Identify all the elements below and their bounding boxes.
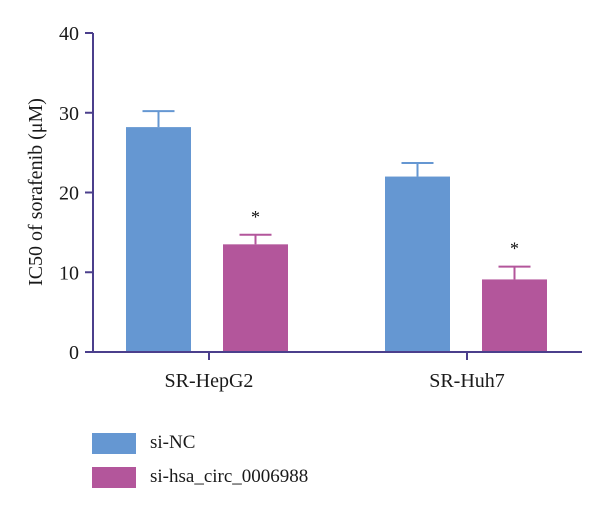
bar (385, 176, 450, 352)
y-tick-label: 30 (59, 103, 79, 125)
bar (482, 279, 547, 352)
legend: si-NC si-hsa_circ_0006988 (92, 426, 308, 494)
y-tick-label: 0 (69, 342, 79, 364)
y-tick-label: 40 (59, 23, 79, 45)
y-tick-label: 10 (59, 262, 79, 284)
legend-label-si-hsa-circ: si-hsa_circ_0006988 (150, 466, 309, 487)
y-tick-label: 20 (59, 183, 79, 205)
legend-swatch-si-hsa-circ (92, 466, 136, 488)
x-tick-label: SR-HepG2 (165, 370, 254, 392)
bar (126, 127, 191, 352)
legend-item-si-nc: si-NC (92, 426, 308, 460)
y-axis-label: IC50 of sorafenib (μM) (25, 98, 47, 286)
significance-mark: * (510, 239, 519, 259)
legend-label-si-nc: si-NC (150, 432, 196, 453)
bar (223, 244, 288, 352)
significance-mark: * (251, 207, 260, 227)
legend-item-si-hsa-circ: si-hsa_circ_0006988 (92, 460, 308, 494)
chart: * * 0 10 20 30 40 SR-HepG2 SR-Huh7 IC50 of sorafe… (25, 23, 582, 392)
legend-swatch-si-nc (92, 432, 136, 454)
x-tick-label: SR-Huh7 (429, 370, 505, 392)
